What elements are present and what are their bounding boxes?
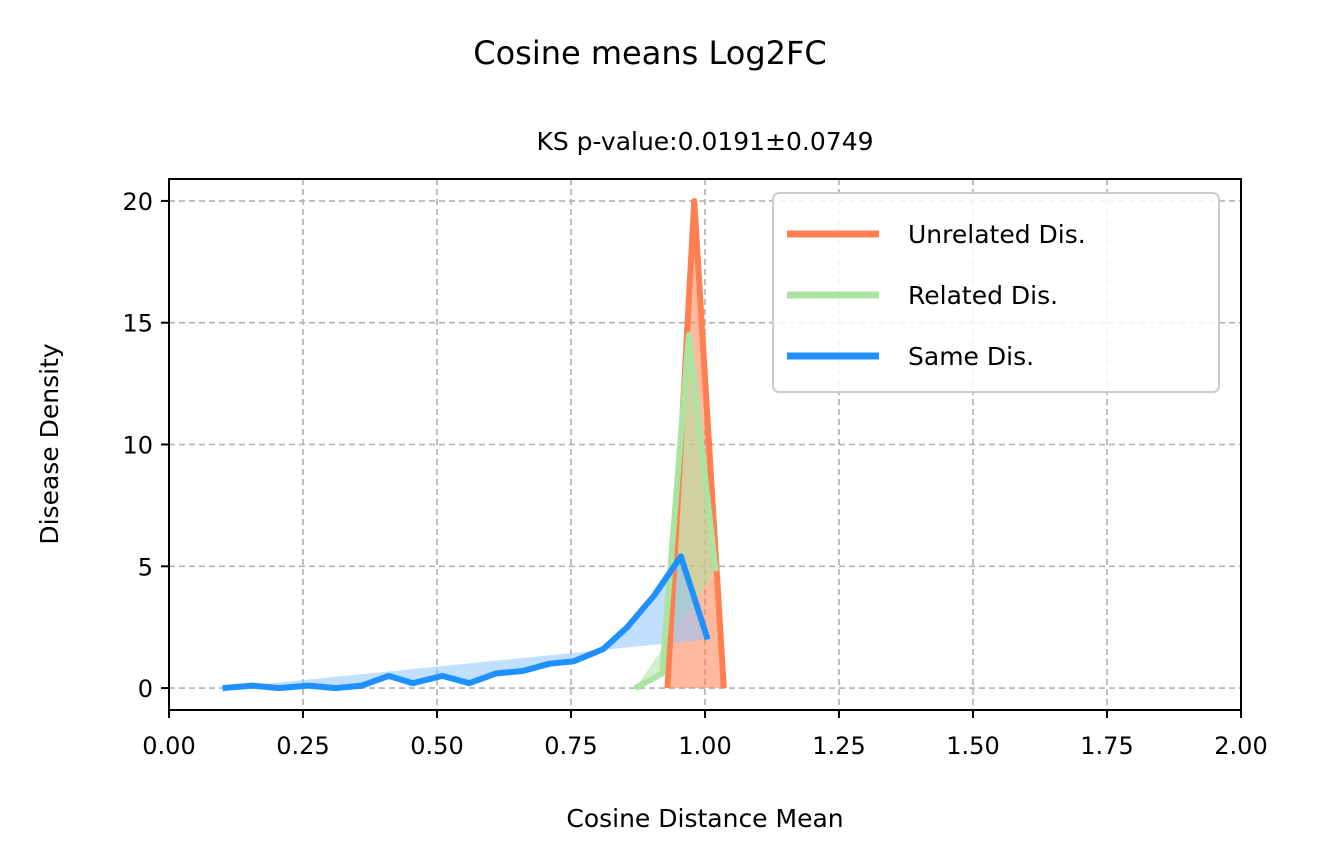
legend-label-related-dis: Related Dis.	[908, 281, 1058, 310]
x-tick-label: 1.75	[1080, 732, 1133, 760]
x-tick-label: 2.00	[1214, 732, 1267, 760]
x-tick-label: 0.75	[544, 732, 597, 760]
y-axis-ticks: 0 5 10 15 20	[122, 188, 169, 703]
chart-title: Cosine means Log2FC	[473, 34, 826, 72]
x-axis-label: Cosine Distance Mean	[566, 804, 843, 833]
related-dis-line	[633, 331, 719, 691]
legend: Unrelated Dis. Related Dis. Same Dis.	[772, 192, 1220, 393]
legend-label-unrelated-dis: Unrelated Dis.	[908, 220, 1086, 249]
x-tick-label: 0.25	[276, 732, 329, 760]
y-axis-label: Disease Density	[35, 343, 64, 545]
x-tick-label: 0.50	[410, 732, 463, 760]
series-lines	[222, 197, 727, 692]
y-tick-label: 20	[122, 188, 153, 216]
x-tick-label: 1.50	[946, 732, 999, 760]
x-axis-ticks: 0.00 0.25 0.50 0.75 1.00 1.25 1.50 1.75 2.00	[142, 710, 1268, 760]
legend-label-same-dis: Same Dis.	[908, 342, 1034, 371]
x-tick-label: 1.00	[678, 732, 731, 760]
same-dis-line	[222, 553, 711, 692]
legend-frame	[772, 192, 1220, 393]
y-tick-label: 15	[122, 310, 153, 338]
y-tick-label: 5	[138, 553, 153, 581]
x-tick-label: 0.00	[142, 732, 195, 760]
y-tick-label: 0	[138, 675, 153, 703]
y-tick-label: 10	[122, 432, 153, 460]
x-tick-label: 1.25	[812, 732, 865, 760]
chart-subtitle: KS p-value:0.0191±0.0749	[536, 127, 873, 156]
